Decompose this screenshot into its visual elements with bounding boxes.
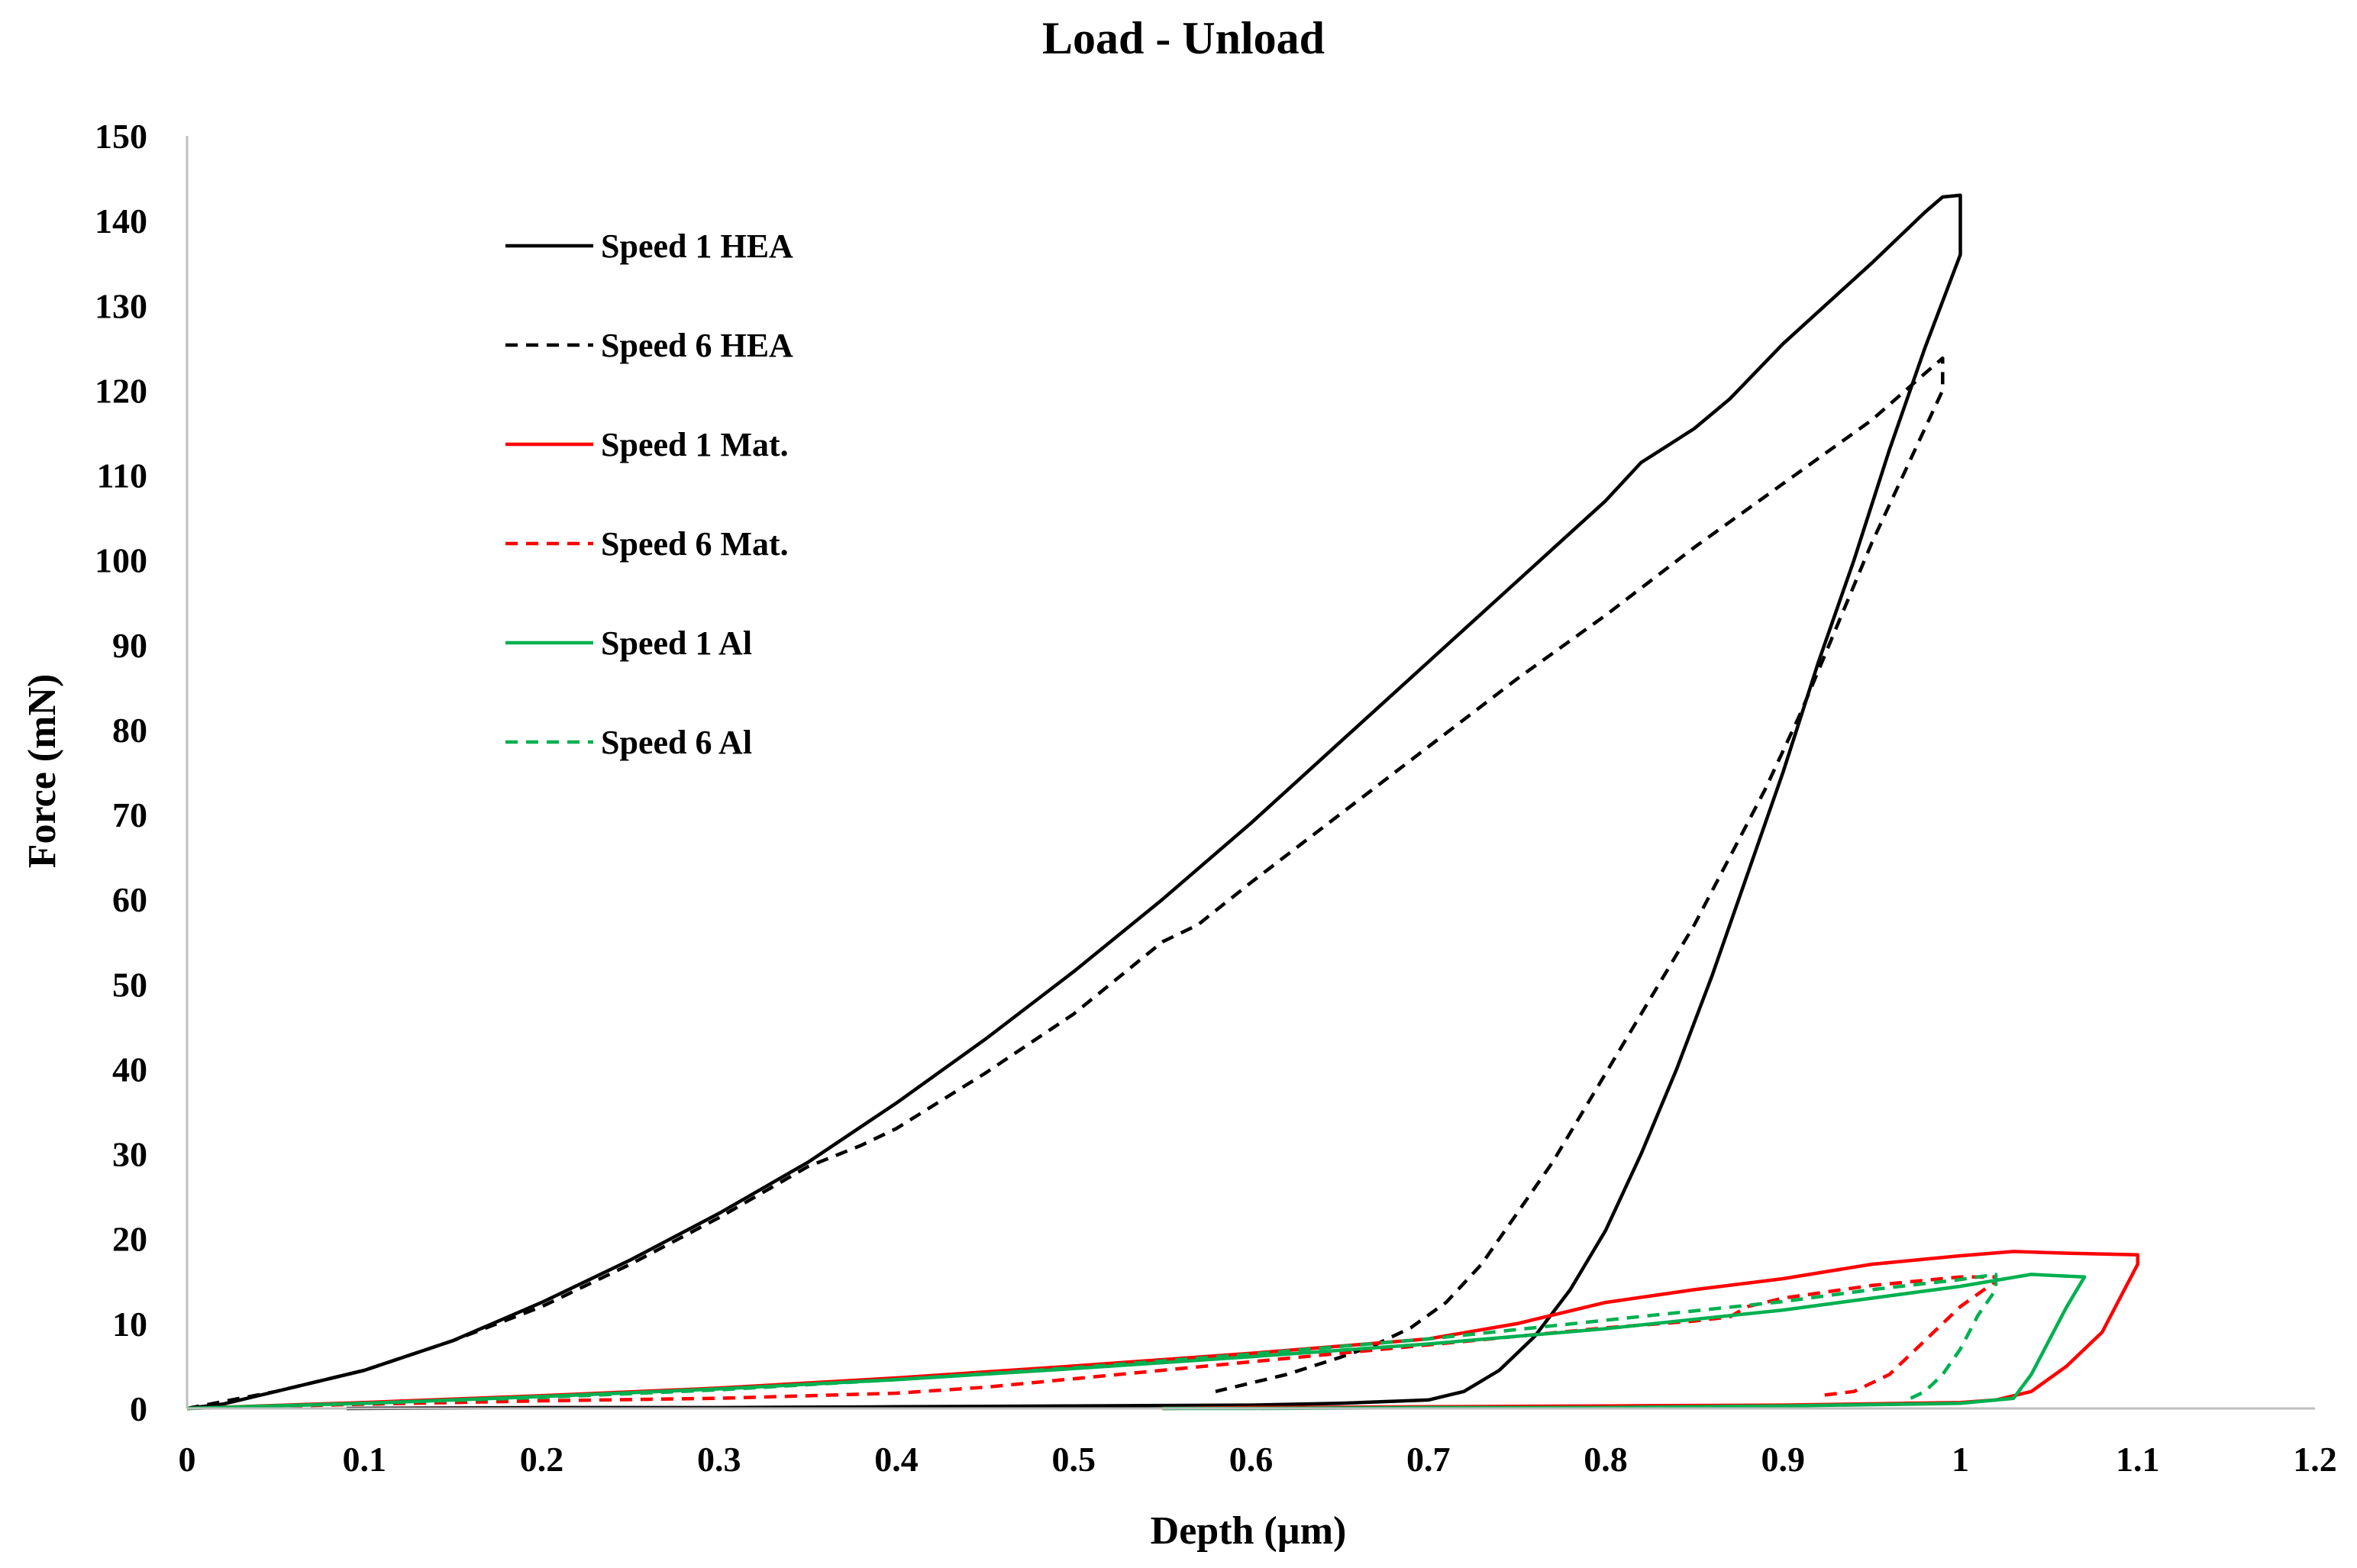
y-tick-label: 140 bbox=[95, 202, 147, 240]
x-tick-label: 0.9 bbox=[1761, 1440, 1806, 1479]
series-line-speed-6-hea bbox=[186, 356, 1945, 1411]
x-tick-label: 0 bbox=[179, 1440, 196, 1479]
x-axis-ticks: 0 0.1 0.2 0.3 0.4 0.5 0.6 0.7 0.8 0.9 1 1.1 1.2 bbox=[179, 1440, 2337, 1479]
x-axis-label: Depth (µm) bbox=[1151, 1509, 1347, 1553]
y-axis-label: Force (mN) bbox=[21, 674, 64, 869]
y-tick-label: 0 bbox=[130, 1389, 147, 1428]
x-tick-label: 0.6 bbox=[1229, 1440, 1274, 1479]
y-tick-label: 130 bbox=[95, 286, 147, 325]
series-line-speed-1-al bbox=[186, 1273, 2087, 1411]
legend-label-speed-1-hea: Speed 1 HEA bbox=[601, 227, 793, 265]
legend-label-speed-6-al: Speed 6 Al bbox=[601, 724, 752, 761]
y-tick-label: 50 bbox=[112, 965, 147, 1004]
y-tick-label: 60 bbox=[112, 880, 147, 919]
y-tick-label: 90 bbox=[112, 626, 147, 665]
x-tick-label: 1.1 bbox=[2116, 1440, 2160, 1479]
series-line-speed-6-mat bbox=[186, 1275, 1998, 1411]
x-tick-label: 0.1 bbox=[343, 1440, 387, 1479]
series-line-speed-6-al bbox=[186, 1273, 1998, 1411]
x-tick-label: 0.2 bbox=[520, 1440, 564, 1479]
y-tick-label: 110 bbox=[97, 457, 147, 495]
legend-label-speed-1-mat: Speed 1 Mat. bbox=[601, 426, 789, 463]
legend: Speed 1 HEA Speed 6 HEA Speed 1 Mat. Speed … bbox=[505, 227, 793, 761]
legend-label-speed-6-mat: Speed 6 Mat. bbox=[601, 525, 789, 563]
x-tick-label: 0.7 bbox=[1406, 1440, 1451, 1479]
x-tick-label: 1 bbox=[1952, 1440, 1969, 1479]
y-tick-label: 150 bbox=[95, 117, 147, 156]
chart-title: Load - Unload bbox=[1042, 13, 1325, 63]
series-layer bbox=[186, 193, 2140, 1411]
legend-label-speed-1-al: Speed 1 Al bbox=[601, 624, 752, 662]
y-tick-label: 120 bbox=[95, 371, 147, 410]
y-tick-label: 80 bbox=[112, 711, 147, 750]
legend-label-speed-6-hea: Speed 6 HEA bbox=[601, 327, 793, 364]
x-tick-label: 0.3 bbox=[697, 1440, 741, 1479]
x-tick-label: 1.2 bbox=[2293, 1440, 2337, 1479]
x-tick-label: 0.5 bbox=[1052, 1440, 1096, 1479]
y-tick-label: 30 bbox=[112, 1135, 147, 1174]
y-tick-label: 10 bbox=[112, 1305, 147, 1344]
y-tick-label: 20 bbox=[112, 1220, 147, 1259]
x-tick-label: 0.8 bbox=[1584, 1440, 1628, 1479]
y-tick-label: 100 bbox=[95, 541, 147, 580]
x-tick-label: 0.4 bbox=[874, 1440, 919, 1479]
series-line-speed-1-hea bbox=[186, 193, 1962, 1411]
y-tick-label: 70 bbox=[112, 795, 147, 834]
y-axis-ticks: 0 10 20 30 40 50 60 70 80 90 100 110 120 130 140 150 bbox=[95, 117, 147, 1428]
y-tick-label: 40 bbox=[112, 1050, 147, 1089]
